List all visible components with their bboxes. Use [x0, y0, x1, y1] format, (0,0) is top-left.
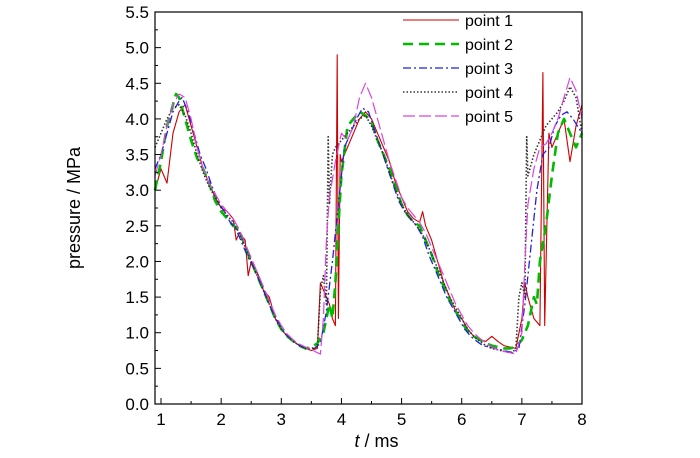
x-axis-variable: t [354, 431, 360, 451]
x-axis-label: t / ms [354, 431, 398, 451]
series-line-point-2 [153, 92, 584, 350]
x-tick-label: 7 [517, 410, 526, 429]
legend-label-point-2: point 2 [465, 37, 513, 54]
x-tick-label: 4 [337, 410, 346, 429]
x-tick-label: 5 [397, 410, 406, 429]
x-tick-label: 8 [577, 410, 586, 429]
y-tick-label: 3.0 [125, 181, 149, 200]
x-tick-label: 3 [277, 410, 286, 429]
legend-label-point-3: point 3 [465, 61, 513, 78]
series-line-point-1 [154, 54, 583, 352]
series-line-point-3 [154, 96, 583, 354]
y-axis-label: pressure / MPa [64, 146, 84, 269]
y-tick-label: 2.5 [125, 217, 149, 236]
x-tick-label: 1 [156, 410, 165, 429]
series-layer [153, 54, 584, 355]
y-tick-label: 0.0 [125, 395, 149, 414]
y-tick-label: 5.5 [125, 3, 149, 22]
y-tick-label: 2.0 [125, 252, 149, 271]
legend-label-point-1: point 1 [465, 13, 513, 30]
legend: point 1 point 2 point 3 point 4 point 5 [403, 13, 513, 126]
y-tick-label: 5.0 [125, 39, 149, 58]
legend-label-point-4: point 4 [465, 85, 513, 102]
y-tick-label: 4.0 [125, 110, 149, 129]
y-tick-labels: 0.0 0.5 1.0 1.5 2.0 2.5 3.0 3.5 4.0 4.5 5.0 5.5 [125, 3, 149, 414]
x-tick-labels: 1 2 3 4 5 6 7 8 [156, 410, 586, 429]
y-tick-label: 0.5 [125, 359, 149, 378]
y-tick-label: 1.5 [125, 288, 149, 307]
x-tick-label: 6 [457, 410, 466, 429]
y-tick-label: 1.0 [125, 324, 149, 343]
x-tick-label: 2 [216, 410, 225, 429]
y-tick-label: 4.5 [125, 74, 149, 93]
x-axis-unit: / ms [360, 431, 399, 451]
series-line-point-5 [154, 77, 583, 355]
series-line-point-4 [154, 86, 583, 354]
y-tick-label: 3.5 [125, 146, 149, 165]
ticks-layer [155, 11, 583, 405]
legend-label-point-5: point 5 [465, 109, 513, 126]
